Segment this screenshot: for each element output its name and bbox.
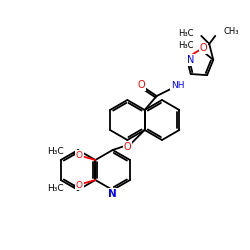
Text: N: N xyxy=(108,189,117,199)
Text: CH₃: CH₃ xyxy=(223,28,239,36)
Text: O: O xyxy=(76,180,83,190)
Text: H₃C: H₃C xyxy=(47,184,63,192)
Text: N: N xyxy=(187,55,194,65)
Text: H₃C: H₃C xyxy=(178,30,193,38)
Text: O: O xyxy=(138,80,145,90)
Text: O: O xyxy=(200,43,207,53)
Text: H₃C: H₃C xyxy=(47,148,63,156)
Text: O: O xyxy=(76,150,83,160)
Text: O: O xyxy=(124,142,132,152)
Text: H₃C: H₃C xyxy=(178,42,193,50)
Text: NH: NH xyxy=(171,80,184,90)
